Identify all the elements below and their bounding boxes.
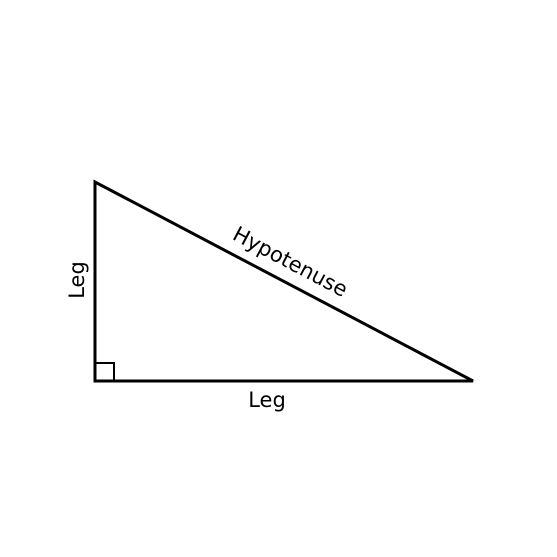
right-angle-marker: [95, 362, 115, 381]
triangle-outline: [93, 179, 474, 383]
horizontal-leg-label: Leg: [248, 388, 286, 412]
vertical-leg-label: Leg: [65, 261, 89, 299]
